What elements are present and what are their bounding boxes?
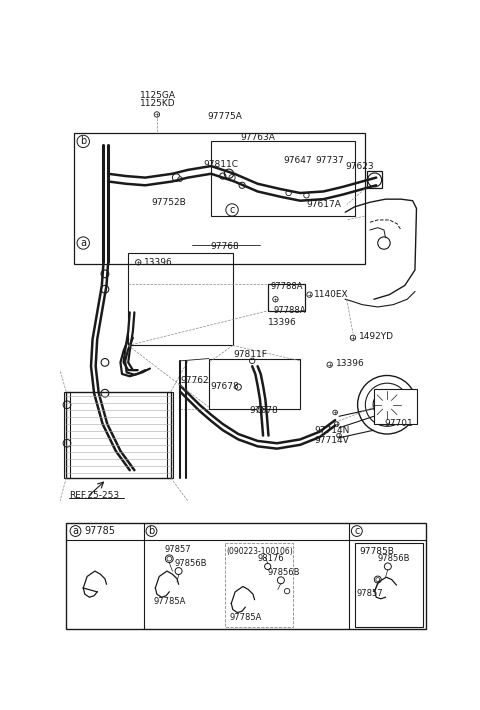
Circle shape: [257, 406, 263, 413]
Text: 97788A: 97788A: [273, 305, 306, 315]
Circle shape: [235, 384, 241, 390]
Circle shape: [101, 285, 109, 293]
Text: 97714V: 97714V: [314, 437, 349, 445]
Text: 13396: 13396: [268, 318, 297, 327]
Bar: [128, 253, 233, 346]
Text: 97856B: 97856B: [175, 559, 207, 568]
Bar: [367, 171, 383, 188]
Text: b: b: [80, 136, 86, 146]
Text: 13396: 13396: [336, 359, 365, 368]
Text: 97785B: 97785B: [359, 547, 394, 555]
Text: 98176: 98176: [258, 555, 284, 563]
Bar: [167, 392, 173, 478]
Bar: [66, 392, 171, 478]
Text: 97811F: 97811F: [233, 350, 267, 359]
Text: 97623: 97623: [345, 163, 374, 171]
Text: c: c: [229, 205, 235, 215]
Text: 97856B: 97856B: [378, 555, 410, 563]
Bar: [66, 523, 426, 629]
Text: 97763A: 97763A: [240, 133, 275, 142]
Bar: [74, 133, 365, 264]
Text: 97678: 97678: [250, 405, 278, 415]
Text: 97785A: 97785A: [154, 597, 186, 606]
Text: (090223-100106): (090223-100106): [227, 547, 293, 555]
Bar: [225, 543, 293, 626]
Text: 1125KD: 1125KD: [140, 99, 176, 108]
Text: 97785A: 97785A: [230, 613, 262, 622]
Text: 97785: 97785: [85, 526, 116, 536]
Bar: [374, 389, 417, 424]
Text: 97701: 97701: [384, 420, 413, 429]
Text: 97617A: 97617A: [306, 200, 341, 209]
Circle shape: [101, 359, 109, 366]
Text: REF.25-253: REF.25-253: [69, 491, 120, 500]
Text: 97857: 97857: [165, 545, 191, 554]
Text: 97768: 97768: [211, 242, 240, 251]
Text: 13396: 13396: [144, 258, 172, 267]
Text: 97714N: 97714N: [314, 426, 349, 435]
Text: c: c: [354, 526, 360, 536]
Circle shape: [178, 177, 182, 182]
Text: a: a: [80, 238, 86, 248]
Text: 97857: 97857: [357, 589, 384, 598]
Circle shape: [101, 389, 109, 397]
Bar: [268, 284, 305, 311]
Text: 1492YD: 1492YD: [359, 332, 394, 341]
Text: 97788A: 97788A: [271, 283, 303, 291]
Text: 1140EX: 1140EX: [314, 290, 349, 299]
Text: 97737: 97737: [316, 156, 345, 165]
Text: 97775A: 97775A: [207, 112, 242, 121]
Bar: [64, 392, 70, 478]
Text: 1125GA: 1125GA: [140, 92, 176, 101]
Bar: [209, 359, 300, 408]
Text: 97752B: 97752B: [152, 198, 186, 207]
Bar: [211, 141, 355, 216]
Circle shape: [358, 376, 417, 434]
Text: 97811C: 97811C: [204, 160, 239, 169]
Text: 97647: 97647: [283, 156, 312, 165]
Bar: [355, 543, 423, 626]
Text: 97762: 97762: [180, 376, 209, 385]
Text: 97856B: 97856B: [268, 568, 300, 577]
Text: b: b: [148, 526, 155, 536]
Text: a: a: [72, 526, 79, 536]
Text: 97678: 97678: [210, 382, 239, 390]
Circle shape: [101, 270, 109, 278]
